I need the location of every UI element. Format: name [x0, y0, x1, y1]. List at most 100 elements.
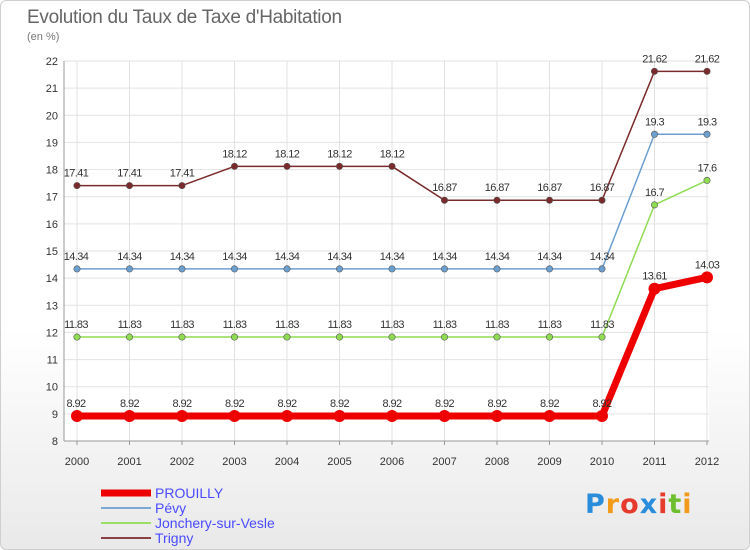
data-label: 16.87: [485, 182, 510, 194]
chart-subtitle: (en %): [27, 31, 60, 43]
logo-letter: t: [668, 489, 683, 520]
legend-label: Trigny: [155, 530, 193, 546]
data-point: [650, 201, 658, 209]
data-label: 13.61: [642, 271, 667, 283]
y-tick-label: 17: [46, 192, 58, 204]
y-tick-label: 10: [46, 382, 58, 394]
data-label: 16.87: [590, 182, 615, 194]
data-point: [335, 265, 343, 273]
data-label: 18.12: [327, 148, 352, 160]
data-point: [701, 271, 713, 284]
data-point: [703, 130, 711, 138]
data-label: 8.92: [540, 398, 559, 410]
data-label: 14.34: [275, 251, 300, 263]
data-point: [388, 333, 396, 341]
data-point: [545, 265, 553, 273]
data-point: [335, 162, 343, 170]
data-point: [650, 67, 658, 75]
data-point: [123, 410, 136, 423]
data-point: [703, 176, 711, 184]
data-point: [71, 410, 83, 423]
data-label: 8.92: [435, 398, 454, 410]
data-point: [126, 333, 134, 341]
data-point: [440, 196, 448, 204]
y-tick-label: 12: [46, 327, 58, 339]
data-label: 14.34: [537, 251, 562, 263]
y-tick-label: 16: [46, 219, 58, 231]
data-point: [73, 265, 81, 273]
data-point: [493, 196, 501, 204]
x-tick-label: 2011: [643, 456, 667, 468]
data-label: 8.92: [120, 398, 139, 410]
y-tick-label: 9: [52, 409, 58, 421]
data-label: 14.34: [380, 251, 405, 263]
data-label: 11.83: [328, 319, 352, 331]
data-point: [178, 333, 186, 341]
data-label: 17.41: [170, 168, 195, 180]
data-label: 17.41: [117, 168, 142, 180]
data-point: [545, 196, 553, 204]
x-tick-label: 2003: [222, 456, 246, 468]
data-point: [231, 333, 239, 341]
data-label: 17.6: [697, 162, 716, 174]
data-point: [491, 410, 503, 423]
data-label: 14.34: [64, 251, 89, 263]
data-label: 11.83: [223, 319, 247, 331]
data-label: 11.83: [275, 319, 299, 331]
data-point: [283, 265, 291, 273]
y-tick-label: 20: [46, 110, 58, 122]
data-point: [598, 333, 606, 341]
y-tick-label: 14: [46, 273, 58, 285]
data-point: [228, 410, 241, 423]
data-label: 11.83: [118, 319, 142, 331]
data-point: [388, 162, 396, 170]
logo-letter: i: [682, 489, 693, 520]
data-point: [126, 182, 134, 190]
y-tick-label: 13: [46, 300, 58, 312]
data-label: 16.87: [537, 182, 562, 194]
data-label: 8.92: [487, 398, 506, 410]
data-label: 11.83: [433, 319, 457, 331]
legend-label: Jonchery-sur-Vesle: [155, 515, 275, 531]
data-label: 16.7: [645, 187, 664, 199]
legend-label: PROUILLY: [155, 485, 224, 501]
data-point: [73, 182, 81, 190]
data-label: 16.87: [432, 182, 457, 194]
data-point: [596, 410, 608, 423]
data-label: 11.83: [170, 319, 194, 331]
proxiti-logo: Proxiti: [585, 489, 693, 520]
data-label: 14.34: [432, 251, 457, 263]
data-point: [176, 410, 188, 423]
data-point: [126, 265, 134, 273]
x-tick-label: 2005: [327, 456, 351, 468]
data-point: [650, 130, 658, 138]
data-point: [335, 333, 343, 341]
y-tick-label: 15: [46, 246, 58, 258]
data-label: 14.34: [117, 251, 142, 263]
data-point: [543, 410, 556, 423]
data-label: 14.34: [222, 251, 247, 263]
data-point: [73, 333, 81, 341]
data-point: [545, 333, 553, 341]
data-label: 14.34: [327, 251, 352, 263]
data-point: [703, 67, 711, 75]
data-point: [440, 265, 448, 273]
data-label: 8.92: [277, 398, 296, 410]
data-point: [493, 265, 501, 273]
data-label: 18.12: [380, 148, 405, 160]
x-tick-label: 2008: [485, 456, 509, 468]
x-tick-label: 2002: [170, 456, 194, 468]
logo-letter: i: [658, 489, 669, 520]
x-tick-label: 2004: [275, 456, 299, 468]
data-label: 11.83: [64, 319, 88, 331]
data-point: [440, 333, 448, 341]
data-label: 8.92: [225, 398, 244, 410]
data-label: 8.92: [172, 398, 191, 410]
x-tick-label: 2009: [537, 456, 561, 468]
data-point: [281, 410, 293, 423]
data-point: [231, 265, 239, 273]
data-point: [598, 265, 606, 273]
data-label: 14.34: [485, 251, 510, 263]
data-point: [388, 265, 396, 273]
